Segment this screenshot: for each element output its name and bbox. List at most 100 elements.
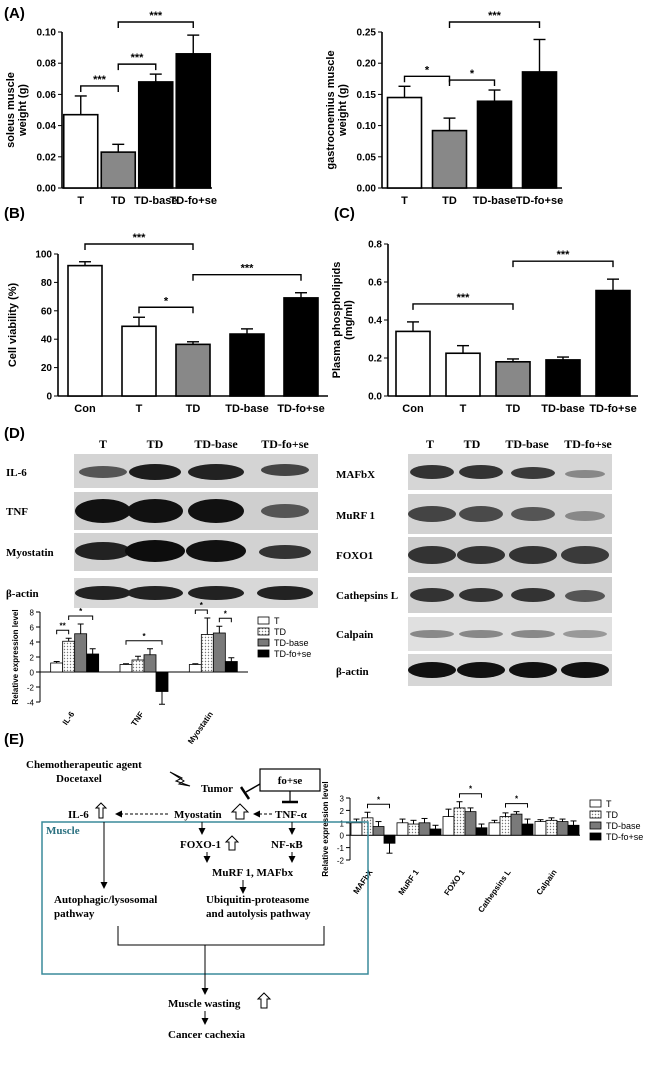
diagram-murf: MuRF 1, MAFbx xyxy=(212,867,294,879)
diagram-ubiquitin-pathway: and autolysis pathway xyxy=(206,908,311,920)
significance-bracket xyxy=(459,793,482,798)
significance-bracket xyxy=(138,306,194,314)
bar xyxy=(545,819,558,836)
legend-swatch xyxy=(589,821,602,830)
blot-left-row-label: IL-6 xyxy=(6,467,27,479)
significance-bracket xyxy=(125,640,163,645)
bar xyxy=(86,653,100,673)
y-tick-label: 0.25 xyxy=(357,28,377,39)
category-label: Con xyxy=(402,403,424,415)
significance-bracket xyxy=(68,615,94,620)
bar xyxy=(396,822,409,836)
blot-right-lane-label: TD-base xyxy=(505,437,549,451)
bar xyxy=(521,71,558,189)
bar xyxy=(475,827,488,836)
blot-band xyxy=(565,511,605,521)
western-blot-right: T TD TD-base TD-fo+se MAFbX Mu xyxy=(336,437,612,686)
blot-band xyxy=(511,467,555,479)
legend-label: TD xyxy=(274,627,286,637)
up-arrow-icon xyxy=(256,992,272,1009)
blot-right-row-label: MuRF 1 xyxy=(336,510,375,522)
significance-label: * xyxy=(142,632,146,641)
legend-swatch xyxy=(589,799,602,808)
diagram-autophagic-pathway: pathway xyxy=(54,908,95,920)
bar xyxy=(62,113,99,189)
significance-label: * xyxy=(79,607,83,616)
y-axis-label: Relative expression level xyxy=(321,781,330,876)
legend-label: T xyxy=(274,616,280,626)
category-label: Cathepsins L xyxy=(476,868,512,914)
legend-swatch xyxy=(589,832,602,841)
diagram-tnf: TNF-α xyxy=(275,809,308,821)
y-tick-label: 0.00 xyxy=(37,184,57,195)
significance-label: * xyxy=(469,785,473,794)
bar xyxy=(395,330,431,397)
blot-left-row-label: β-actin xyxy=(6,588,39,600)
y-tick-label: 100 xyxy=(35,250,52,261)
blot-band xyxy=(511,507,555,521)
y-axis-label: weight (g) xyxy=(337,84,349,137)
diagram-tumor: Tumor xyxy=(201,783,233,795)
bar xyxy=(229,333,265,397)
y-tick-label: 2 xyxy=(30,654,35,663)
bar xyxy=(418,822,431,836)
blot-band xyxy=(75,499,131,523)
y-tick-label: 20 xyxy=(41,363,53,374)
bar xyxy=(121,325,157,397)
mechanism-diagram: Chemotherapeutic agent Docetaxel Tumor f… xyxy=(26,759,369,1041)
bar xyxy=(67,264,103,397)
bar xyxy=(442,816,455,836)
significance-label: * xyxy=(515,795,519,804)
category-label: T xyxy=(136,403,143,415)
legend-label: TD xyxy=(606,810,618,820)
blot-band xyxy=(565,470,605,478)
legend-swatch xyxy=(257,638,270,647)
bar xyxy=(131,659,145,673)
chart-expression-right: -2 -1 0 1 2 3 MAFbX MuRF 1 FOXO 1 Cathepsins L Cal… xyxy=(321,781,643,914)
category-label: TD-base xyxy=(225,403,268,415)
significance-label: * xyxy=(164,295,169,307)
category-label: T xyxy=(401,195,408,207)
blot-band xyxy=(188,499,244,523)
chart-cell-viability: 0 20 40 60 80 100 Con T TD TD-base TD-fo+se Cell vi… xyxy=(7,232,328,415)
blot-band xyxy=(125,540,185,562)
category-label: MuRF 1 xyxy=(397,868,421,897)
y-axis-label: gastrocnemius muscle xyxy=(325,50,337,169)
y-tick-label: 1 xyxy=(340,819,345,828)
up-arrow-icon xyxy=(224,835,240,851)
significance-bracket xyxy=(117,21,194,28)
category-label: Calpain xyxy=(535,868,559,897)
blot-left-lane-label: TD-base xyxy=(194,437,238,451)
y-tick-label: 0.4 xyxy=(368,316,382,327)
category-label: Con xyxy=(74,403,96,415)
significance-label: *** xyxy=(131,52,145,64)
blot-right-lane-label: TD xyxy=(464,437,481,451)
bar xyxy=(155,671,169,692)
blot-band xyxy=(408,546,456,564)
significance-label: * xyxy=(200,601,204,610)
y-tick-label: 4 xyxy=(30,639,35,648)
y-axis-label: Relative expression level xyxy=(11,609,20,704)
bar xyxy=(212,632,226,673)
bar xyxy=(545,359,581,397)
significance-label: *** xyxy=(457,292,471,304)
blot-band xyxy=(261,464,309,476)
y-tick-label: 0.10 xyxy=(37,28,57,39)
blot-band xyxy=(511,630,555,638)
bar xyxy=(74,633,88,673)
panel-label-b: (B) xyxy=(4,205,25,222)
merge-line xyxy=(117,926,325,946)
blot-left-lane-label: T xyxy=(99,437,107,451)
y-tick-label: 0.04 xyxy=(37,121,57,132)
legend-swatch xyxy=(257,627,270,636)
significance-label: * xyxy=(377,795,381,804)
diagram-muscle: Muscle xyxy=(46,825,80,837)
bar xyxy=(429,828,442,836)
blot-band xyxy=(127,586,183,600)
significance-bracket xyxy=(218,617,232,623)
significance-label: * xyxy=(425,64,430,76)
diagram-wasting: Muscle wasting xyxy=(168,998,241,1010)
bar xyxy=(175,53,212,189)
y-tick-label: 0 xyxy=(340,832,345,841)
panel-label-e: (E) xyxy=(4,731,24,748)
